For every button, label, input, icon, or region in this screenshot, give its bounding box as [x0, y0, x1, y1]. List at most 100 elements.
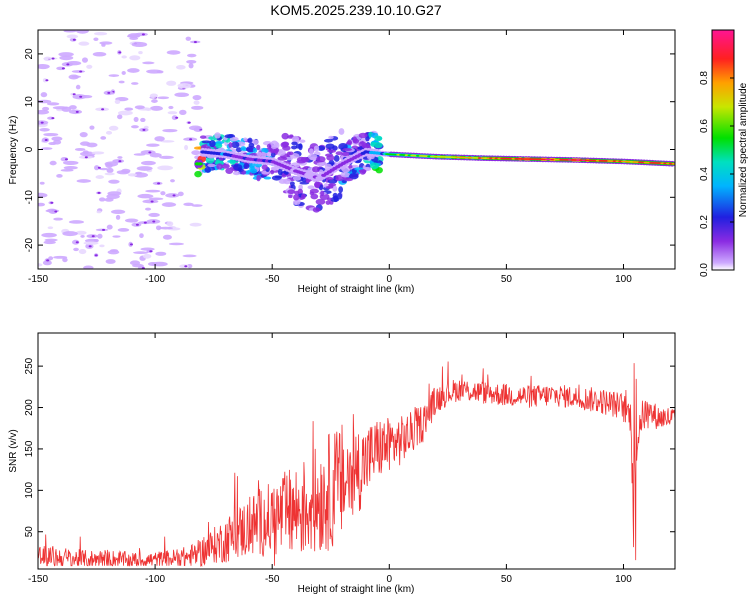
ridge-core: [671, 162, 675, 165]
noise-blob: [151, 99, 158, 103]
noise-core: [184, 265, 188, 268]
noise-blob: [81, 57, 88, 63]
ridge-scatter: [270, 169, 275, 175]
noise-blob: [160, 191, 166, 196]
ridge-scatter: [301, 193, 306, 200]
noise-core: [50, 201, 54, 204]
noise-blob: [188, 63, 194, 69]
noise-core: [97, 191, 101, 194]
noise-blob: [60, 169, 74, 172]
noise-blob: [40, 92, 48, 98]
ridge-scatter: [229, 136, 239, 142]
noise-blob: [41, 232, 57, 238]
noise-core: [79, 95, 83, 98]
noise-blob: [107, 191, 122, 196]
noise-blob: [39, 181, 45, 185]
colorbar-tick-label: 0.2: [699, 215, 710, 229]
noise-blob: [51, 136, 63, 142]
noise-blob: [38, 202, 46, 207]
noise-blob: [151, 261, 168, 267]
colorbar-label: Normalized spectral amplitude: [738, 82, 749, 217]
noise-blob: [38, 109, 50, 115]
noise-blob: [48, 209, 58, 215]
colorbar: 0.0 0.2 0.4 0.6 0.8 Normalized spectral ampl…: [699, 29, 749, 277]
ridge-scatter: [332, 185, 338, 192]
ridge-scatter: [340, 172, 351, 178]
x-tick-label: 50: [501, 274, 513, 285]
snr-x-ticks: -150 -100 -50 0 50 100: [28, 333, 632, 585]
noise-blob: [96, 210, 102, 214]
ridge-scatter: [247, 137, 253, 144]
snr-x-label: Height of straight line (km): [298, 584, 415, 595]
noise-core: [149, 250, 153, 253]
ridge-scatter: [343, 178, 353, 182]
noise-core: [51, 117, 55, 120]
noise-blob: [38, 63, 50, 70]
x-tick-label: 100: [615, 274, 632, 285]
snr-series-line: [38, 361, 675, 568]
ridge-scatter: [243, 137, 248, 142]
x-tick-label: -100: [145, 274, 165, 285]
ridge-scatter: [228, 142, 233, 148]
noise-core: [94, 254, 98, 257]
noise-blob: [144, 108, 152, 111]
ridge-scatter: [243, 163, 250, 170]
ridge-scatter: [348, 173, 359, 180]
noise-blob: [138, 50, 143, 55]
ridge-scatter: [261, 164, 268, 170]
ridge-scatter: [328, 183, 337, 187]
ridge-scatter: [199, 135, 207, 139]
ridge-scatter: [300, 156, 310, 163]
ridge-scatter: [224, 134, 234, 139]
noise-blob: [191, 150, 201, 156]
noise-blob: [129, 37, 139, 40]
noise-blob: [83, 265, 94, 269]
y-tick-label: -20: [24, 237, 35, 252]
noise-blob: [157, 165, 174, 171]
noise-blob: [91, 151, 105, 155]
noise-blob: [86, 142, 98, 148]
noise-blob: [182, 254, 197, 258]
noise-core: [72, 93, 76, 96]
noise-blob: [142, 199, 159, 204]
noise-blob: [39, 128, 50, 132]
ridge-scatter: [338, 128, 345, 135]
noise-blob: [131, 82, 139, 85]
ridge-scatter: [250, 168, 258, 174]
noise-blob: [79, 132, 88, 138]
noise-blob: [162, 128, 178, 133]
noise-blob: [75, 230, 87, 235]
noise-blob: [186, 59, 197, 64]
noise-core: [66, 63, 70, 66]
ridge-scatter: [295, 143, 303, 149]
ridge-scatter: [333, 195, 339, 203]
colorbar-bar: [711, 29, 735, 271]
noise-blob: [134, 105, 145, 110]
spectrogram-y-ticks: -20 -10 0 10 20: [24, 48, 675, 252]
noise-blob: [104, 161, 119, 167]
ridge-scatter: [283, 178, 292, 185]
noise-core: [46, 259, 50, 262]
colorbar-tick-label: 0.4: [699, 167, 710, 181]
ridge-scatter: [358, 132, 368, 139]
noise-blob: [142, 253, 152, 259]
noise-blob: [53, 217, 64, 221]
noise-core: [72, 38, 76, 41]
noise-blob: [38, 192, 48, 198]
noise-blob: [148, 197, 164, 201]
noise-blob: [69, 109, 82, 115]
noise-blob: [154, 136, 165, 142]
noise-blob: [127, 68, 140, 73]
ridge-scatter: [358, 169, 367, 173]
ridge-scatter: [341, 151, 350, 157]
y-tick-label: -10: [24, 190, 35, 205]
ridge-scatter: [271, 175, 282, 181]
snr-plot-area: [38, 361, 675, 568]
noise-blob: [89, 125, 95, 130]
noise-core: [75, 241, 79, 244]
noise-blob: [63, 165, 78, 170]
y-tick-label: 200: [24, 399, 35, 416]
noise-blob: [191, 204, 203, 207]
noise-blob: [105, 259, 116, 264]
noise-blob: [177, 83, 192, 89]
